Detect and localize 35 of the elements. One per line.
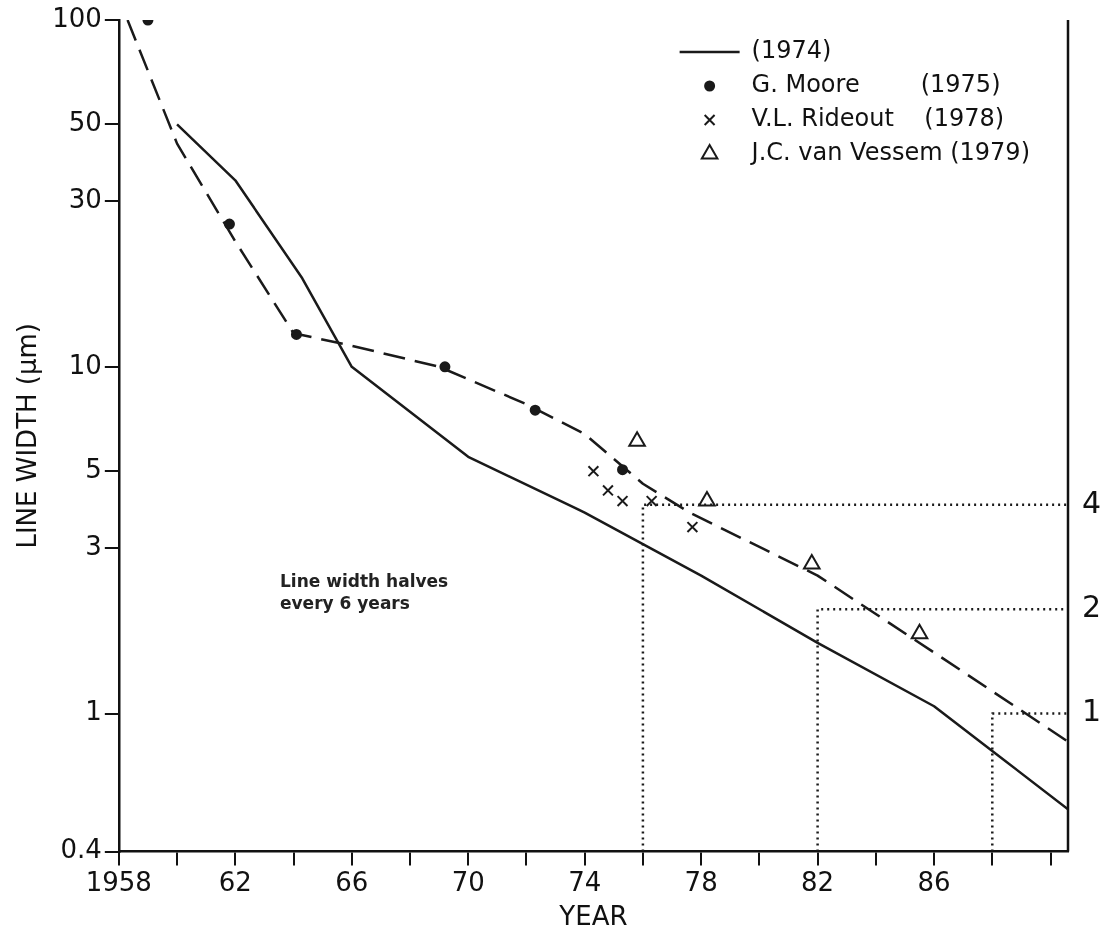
x-tick-label: 1958 [85,866,152,897]
x-tick-label: 86 [917,866,951,897]
legend-label: J.C. van Vessem (1979) [749,138,1031,167]
x-axis-title: YEAR [558,901,628,932]
y-tick-label: 5 [85,453,102,484]
point [698,491,716,507]
annotation: Line width halves every 6 years [280,570,450,615]
x-tick-label: 82 [801,866,835,897]
point [602,484,614,497]
legend-label: G. Moore (1975) [751,70,1001,99]
point [628,431,646,447]
point [686,521,699,534]
legend-label: V.L. Rideout (1978) [751,104,1005,133]
point [910,623,929,640]
y-tick-label: 3 [85,530,102,561]
point [587,465,600,478]
x-tick-label: 74 [568,866,602,897]
x-tick-label: 62 [218,866,252,897]
y-tick-label: 10 [68,349,102,380]
x-tick-label: 66 [335,866,369,897]
point [616,495,629,508]
y-tick-label: 0.4 [60,834,102,865]
point [802,554,821,570]
y-tick-label: 1 [85,696,102,727]
y-tick-label: 100 [52,2,102,33]
legend-label: (1974) [751,36,832,65]
x-tick-label: 78 [684,866,718,897]
y-tick-label: 50 [68,107,102,138]
series-label: 4 [1082,484,1102,520]
point [645,495,658,508]
y-axis-title: LINE WIDTH (μm) [12,323,43,549]
y-tick-label: 30 [68,184,102,215]
series-label: 2 [1082,589,1102,624]
x-tick-label: 70 [451,866,485,897]
series-label: 1 [1082,693,1102,729]
